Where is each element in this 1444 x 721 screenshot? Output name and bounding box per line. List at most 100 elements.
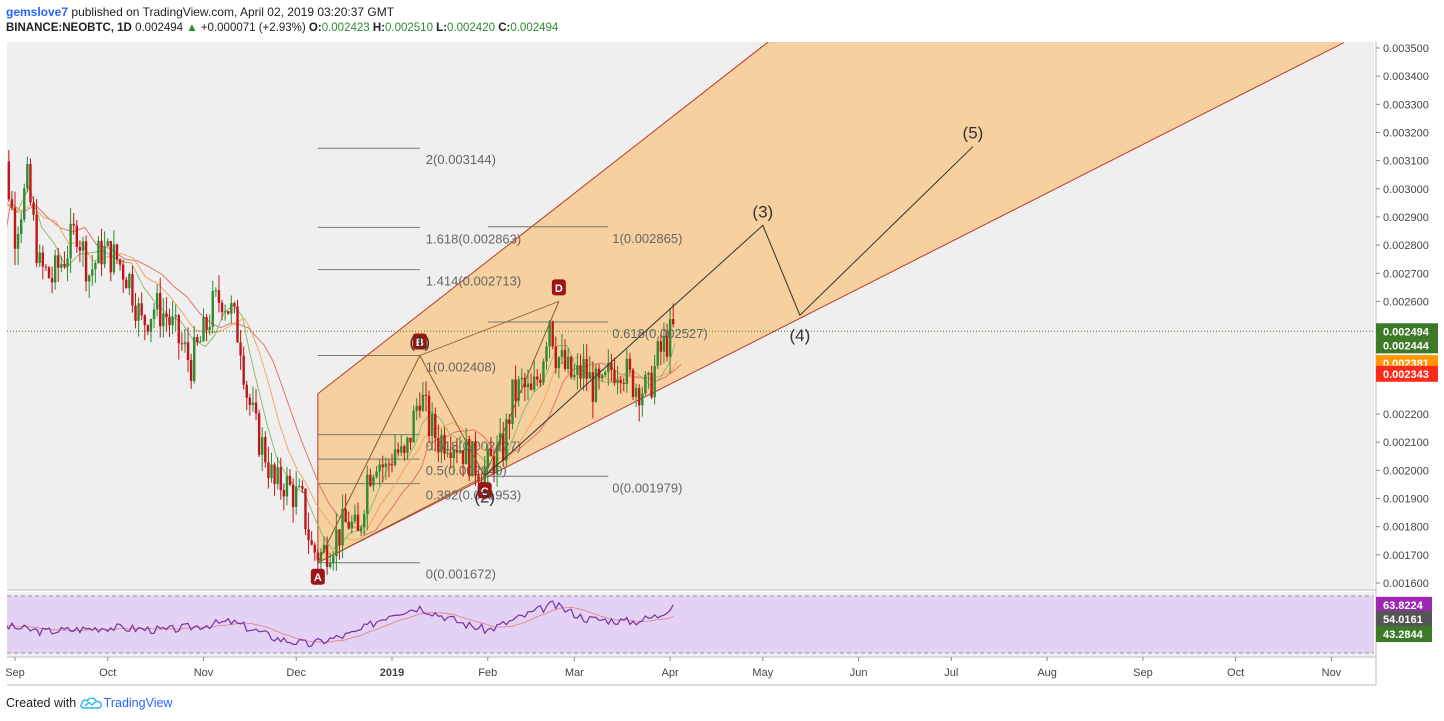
abcd-point-badge xyxy=(477,482,492,499)
candle-body xyxy=(409,437,412,443)
price-axis-tick-label: 0.002600 xyxy=(1383,296,1429,308)
candle-body xyxy=(517,379,520,401)
candle-body xyxy=(551,321,554,347)
fib-retracement-label: 0(0.001979) xyxy=(612,480,682,495)
candle-body xyxy=(418,405,422,411)
price-pane: 0(0.001672)0.382(0.001953)0.5(0.002040)0… xyxy=(0,42,1374,585)
candle-body xyxy=(291,484,295,508)
candle-body xyxy=(313,544,316,553)
candle-body xyxy=(41,252,45,267)
low-label: L: xyxy=(436,22,448,34)
price-axis-tick-label: 0.002200 xyxy=(1383,409,1429,421)
candle-body xyxy=(180,343,184,345)
candle-body xyxy=(5,150,7,161)
time-axis-tick-label: Apr xyxy=(662,667,679,679)
candle-body xyxy=(591,372,595,402)
candle-body xyxy=(217,290,221,303)
price-marker-badge xyxy=(1376,323,1438,340)
price-marker-label: 0.002444 xyxy=(1383,340,1430,352)
candle-body xyxy=(440,434,443,453)
candle-body xyxy=(248,397,252,405)
elliott-wave-label: (2) xyxy=(474,487,495,506)
candle-body xyxy=(619,379,622,383)
candle-body xyxy=(570,356,573,378)
candle-body xyxy=(369,474,372,486)
candle-body xyxy=(325,544,329,568)
candle-body xyxy=(264,437,267,463)
price-chart[interactable]: 0(0.001672)0.382(0.001953)0.5(0.002040)0… xyxy=(0,0,1444,690)
candle-body xyxy=(347,522,350,529)
candle-body xyxy=(375,471,378,477)
candle-body xyxy=(177,315,180,344)
candle-body xyxy=(285,475,289,497)
time-axis-tick-label: 2019 xyxy=(380,667,404,679)
candle-body xyxy=(585,359,588,379)
footer: Created with TradingView xyxy=(6,696,172,710)
candle-body xyxy=(0,201,1,232)
candle-body xyxy=(137,303,140,321)
price-axis-tick-label: 0.003100 xyxy=(1383,156,1429,168)
candle-body xyxy=(103,246,106,265)
candle-body xyxy=(270,464,273,479)
candle-body xyxy=(372,476,375,486)
candle-body xyxy=(174,315,177,317)
last-price: 0.002494 xyxy=(135,22,184,34)
candle-body xyxy=(536,376,539,380)
open-label: O: xyxy=(308,22,322,34)
candle-body xyxy=(7,161,11,200)
candle-body xyxy=(396,449,400,453)
abcd-point-badge xyxy=(310,568,325,585)
candle-body xyxy=(106,241,109,247)
candle-body xyxy=(384,463,388,468)
candle-body xyxy=(502,433,505,461)
candle-body xyxy=(644,374,647,394)
candle-body xyxy=(421,394,425,411)
candle-body xyxy=(665,336,669,357)
price-change: +0.000071 (+2.93%) xyxy=(200,22,306,34)
candle-body xyxy=(344,509,347,523)
candle-body xyxy=(548,321,551,347)
candle-body xyxy=(631,369,635,397)
candle-body xyxy=(109,241,112,273)
abcd-point-label: A xyxy=(314,572,322,584)
candle-body xyxy=(168,317,171,326)
candle-body xyxy=(653,365,656,398)
candle-body xyxy=(100,240,103,265)
author-link[interactable]: gemslove7 xyxy=(6,5,69,19)
candle-body xyxy=(236,306,239,343)
rsi-marker-label: 63.8224 xyxy=(1383,600,1424,612)
time-axis-tick-label: Dec xyxy=(286,667,306,679)
time-axis-tick-label: Jun xyxy=(850,667,868,679)
abcd-point-label: B xyxy=(416,337,424,349)
candle-body xyxy=(468,438,471,477)
candle-body xyxy=(149,319,153,332)
candle-body xyxy=(152,309,156,320)
price-axis-tick-label: 0.001700 xyxy=(1383,550,1429,562)
tradingview-brand[interactable]: TradingView xyxy=(103,696,173,710)
candle-body xyxy=(594,368,598,402)
symbol-label: BINANCE:NEOBTC, 1D xyxy=(6,22,132,34)
time-axis-tick-label: Oct xyxy=(99,667,116,679)
candle-body xyxy=(641,393,644,406)
candle-body xyxy=(532,376,536,390)
time-axis-tick-label: Oct xyxy=(1227,667,1244,679)
price-marker-label: 0.002343 xyxy=(1383,369,1429,381)
candle-body xyxy=(455,450,459,453)
candle-body xyxy=(239,342,242,356)
candle-body xyxy=(254,402,258,414)
candle-body xyxy=(638,388,641,406)
abcd-point-label: C xyxy=(481,486,489,498)
candle-body xyxy=(656,341,659,366)
candle-body xyxy=(118,259,122,265)
trend-channel-upper-line xyxy=(317,42,769,395)
candle-body xyxy=(220,302,224,313)
candle-body xyxy=(261,437,264,455)
low-value: 0.002420 xyxy=(447,22,495,34)
candle-body xyxy=(84,241,88,282)
wave-projection-line xyxy=(484,146,974,477)
candle-body xyxy=(23,188,26,220)
candle-body xyxy=(452,450,456,459)
candle-body xyxy=(514,379,517,401)
candle-body xyxy=(35,214,38,264)
candle-body xyxy=(443,434,446,454)
